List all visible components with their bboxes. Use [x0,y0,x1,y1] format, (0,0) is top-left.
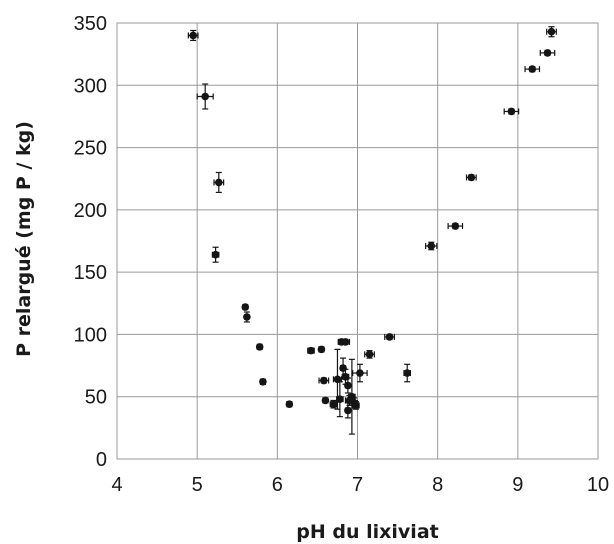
data-point [352,401,360,410]
data-point [348,392,356,401]
y-axis-title: P relargué (mg P / kg) [13,121,35,357]
y-tick-label: 0 [96,449,107,471]
data-point [339,364,347,372]
y-tick-label: 200 [74,200,107,222]
data-point [189,31,197,40]
data-point [344,406,352,415]
x-tick-label: 4 [111,474,122,496]
data-point [341,338,350,346]
y-tick-labels: 0 50 100 150 200 250 300 350 [74,13,107,471]
data-point [329,400,338,408]
data-point [385,333,394,341]
data-point [356,369,364,377]
data-point [211,250,220,259]
x-tick-label: 5 [192,474,203,496]
y-tick-label: 50 [85,387,107,409]
data-point [528,65,537,73]
data-point [507,107,516,116]
data-point [427,242,436,250]
data-point [344,381,352,390]
data-point [201,92,209,101]
data-point [547,27,556,36]
y-tick-label: 250 [74,138,107,160]
data-point [215,178,223,187]
x-tick-label: 7 [352,474,363,496]
data-point [341,372,350,381]
x-axis-title: pH du lixiviat [296,521,438,543]
x-tick-label: 9 [512,474,523,496]
data-point [307,346,315,355]
data-point [467,173,476,182]
data-point [336,395,344,404]
data-point [259,377,267,386]
data-point [243,313,251,321]
grid-lines [116,22,599,460]
y-tick-label: 350 [74,13,107,35]
data-point [317,345,326,354]
data-point [320,376,328,385]
x-tick-labels: 4 5 6 7 8 9 10 [111,474,609,496]
y-tick-label: 100 [74,324,107,346]
data-points [189,27,556,415]
error-bars [187,26,557,435]
data-point [365,350,374,359]
x-tick-label: 10 [587,474,609,496]
data-point [403,369,412,377]
y-tick-label: 150 [74,262,107,284]
data-point [543,49,552,57]
data-point [241,303,250,311]
y-tick-label: 300 [74,75,107,97]
x-tick-label: 8 [432,474,443,496]
data-point [285,400,294,408]
data-point [321,396,330,405]
plot-area-frame [116,22,599,460]
data-point [451,222,460,230]
x-tick-label: 6 [272,474,283,496]
data-point [255,343,264,351]
data-point [333,375,342,384]
